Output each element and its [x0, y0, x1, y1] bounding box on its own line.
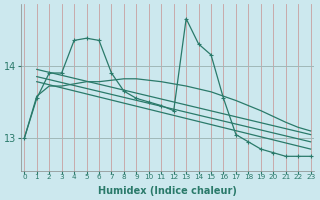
- X-axis label: Humidex (Indice chaleur): Humidex (Indice chaleur): [98, 186, 237, 196]
